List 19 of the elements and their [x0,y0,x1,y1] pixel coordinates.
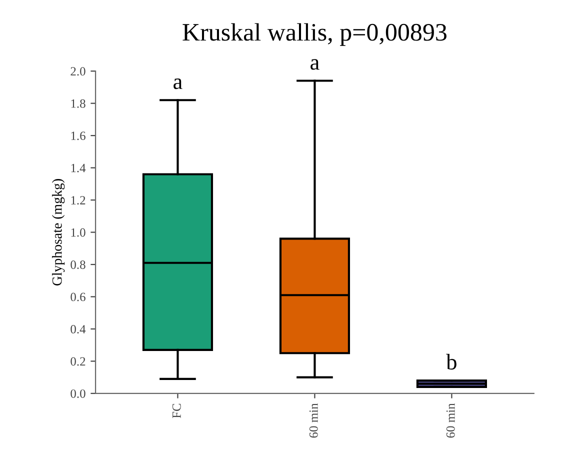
y-tick-label: 1.0 [71,228,86,237]
y-tick-label: 1.8 [71,99,86,108]
y-axis-title: Glyphosate (mgkg) [52,179,65,286]
annotation: b [446,354,456,370]
y-tick-label: 0.4 [70,324,86,334]
y-tick-label: 0.8 [70,260,86,270]
y-tick-label: 2.0 [70,67,86,76]
y-tick-label: 1.4 [71,164,86,172]
x-tick-label: FC [172,404,181,418]
y-tick-label: 0.6 [70,292,86,302]
chart-title: Kruskal wallis, p=0,00893 [182,23,446,46]
annotation: a [174,78,182,90]
x-tick-label: 60 min [446,403,455,438]
x-tick-label: 60 min [309,403,318,438]
y-tick-label: 1.2 [71,196,86,205]
y-tick-label: 0.0 [70,389,86,398]
y-tick-label: 0.2 [70,357,86,366]
text: a [310,59,320,70]
y-tick-label: 1.6 [71,132,86,140]
